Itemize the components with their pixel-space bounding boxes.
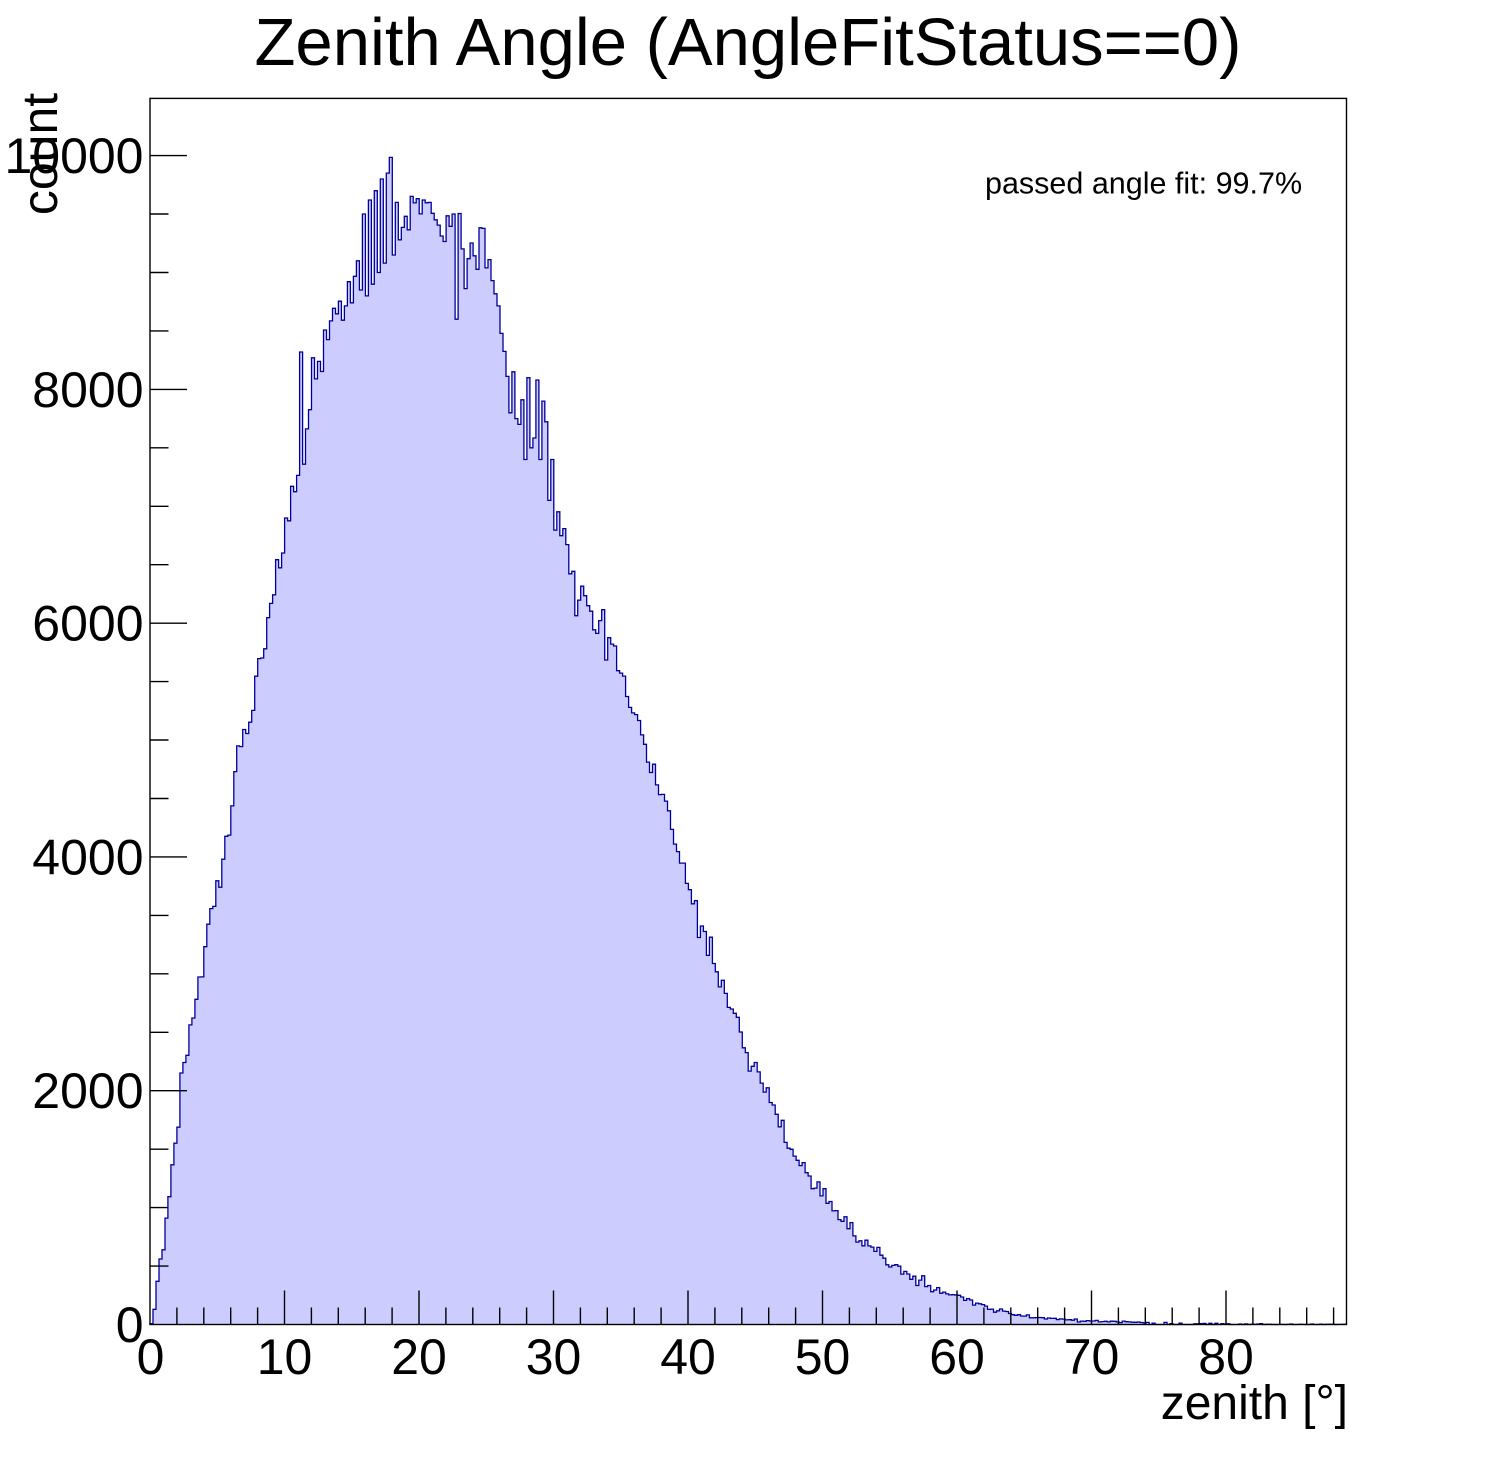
svg-text:60: 60 — [929, 1329, 985, 1385]
svg-text:zenith [°]: zenith [°] — [1161, 1377, 1348, 1430]
svg-text:80: 80 — [1198, 1329, 1254, 1385]
svg-text:30: 30 — [526, 1329, 582, 1385]
svg-text:50: 50 — [795, 1329, 851, 1385]
svg-text:6000: 6000 — [32, 596, 143, 652]
svg-text:70: 70 — [1064, 1329, 1120, 1385]
svg-text:8000: 8000 — [32, 362, 143, 418]
svg-text:passed angle fit: 99.7%: passed angle fit: 99.7% — [985, 167, 1302, 201]
svg-text:0: 0 — [137, 1329, 165, 1385]
svg-text:10000: 10000 — [4, 128, 143, 184]
svg-text:count: count — [12, 93, 68, 215]
svg-text:2000: 2000 — [32, 1063, 143, 1119]
svg-text:10: 10 — [257, 1329, 313, 1385]
svg-text:Zenith Angle (AngleFitStatus==: Zenith Angle (AngleFitStatus==0) — [255, 5, 1242, 80]
svg-text:0: 0 — [116, 1297, 144, 1353]
svg-text:4000: 4000 — [32, 829, 143, 885]
svg-text:20: 20 — [391, 1329, 447, 1385]
svg-text:40: 40 — [660, 1329, 716, 1385]
